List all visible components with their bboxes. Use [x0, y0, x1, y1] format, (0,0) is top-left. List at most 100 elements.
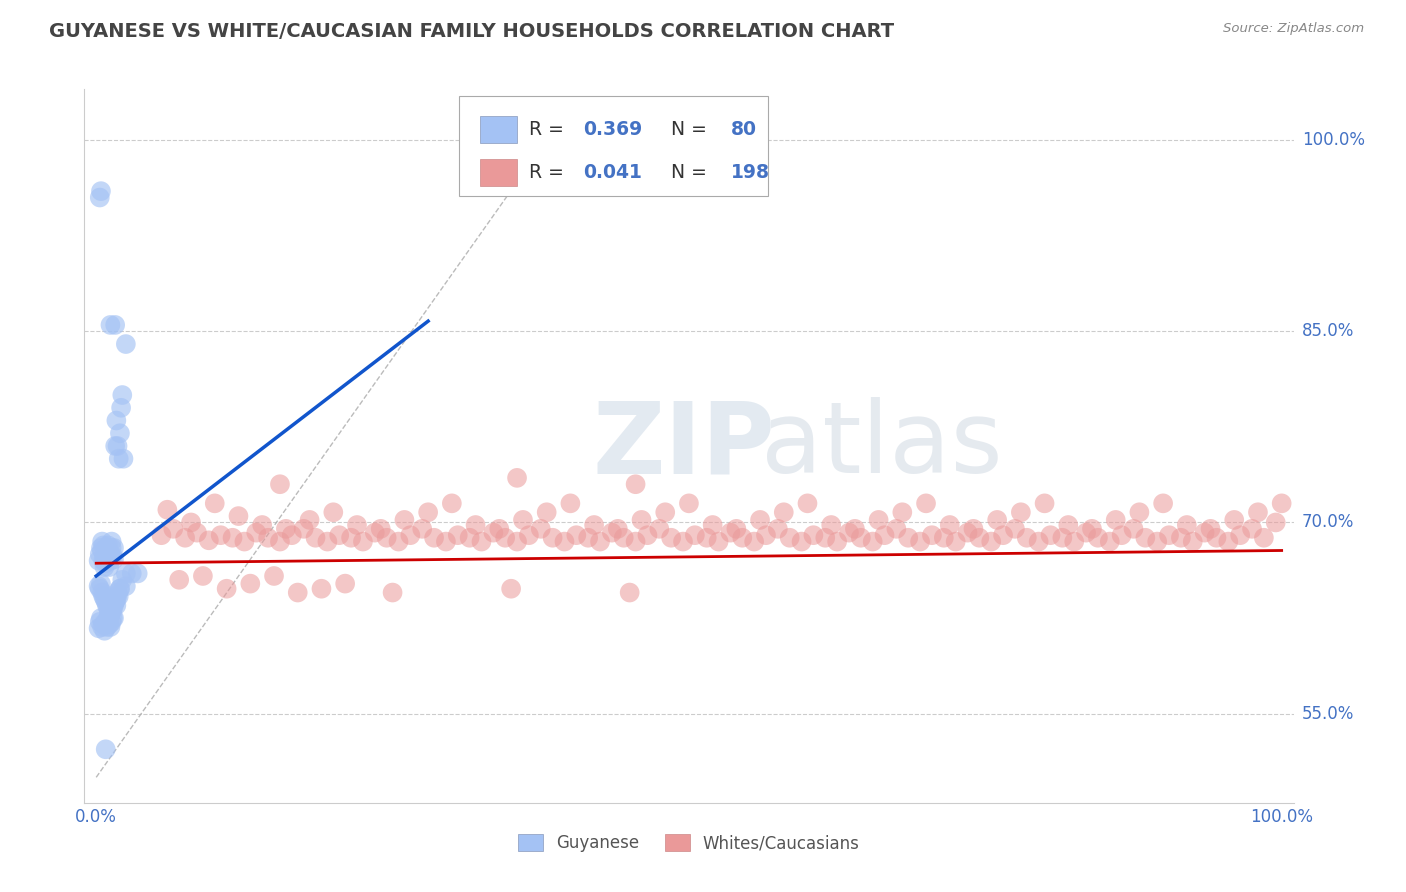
Point: [103, 611, 125, 625]
Point: [100, 534, 122, 549]
Point: [619, 585, 641, 599]
Point: [107, 585, 129, 599]
Point: [112, 451, 135, 466]
Point: [814, 531, 837, 545]
Point: [986, 513, 1008, 527]
Point: [93, 591, 115, 606]
Text: R =: R =: [529, 120, 569, 139]
Point: [553, 534, 575, 549]
Point: [844, 522, 866, 536]
Point: [121, 566, 143, 581]
Point: [565, 528, 588, 542]
Point: [287, 585, 309, 599]
Point: [101, 611, 124, 625]
Point: [100, 554, 122, 568]
Point: [91, 590, 114, 604]
Point: [87, 579, 110, 593]
Point: [470, 534, 492, 549]
Point: [94, 615, 117, 629]
Point: [766, 522, 789, 536]
Point: [672, 534, 695, 549]
Point: [488, 522, 510, 536]
Point: [105, 591, 128, 606]
Point: [108, 582, 131, 596]
Point: [89, 547, 111, 561]
Point: [87, 621, 110, 635]
Point: [100, 607, 122, 622]
Point: [696, 531, 718, 545]
Point: [1194, 525, 1216, 540]
Point: [90, 576, 112, 591]
Point: [1057, 518, 1080, 533]
Point: [100, 605, 122, 619]
Point: [1098, 534, 1121, 549]
Point: [298, 513, 321, 527]
Point: [101, 602, 124, 616]
Point: [583, 518, 606, 533]
Point: [89, 582, 111, 596]
Point: [962, 522, 984, 536]
Point: [1033, 496, 1056, 510]
Point: [1135, 531, 1157, 545]
Point: [346, 518, 368, 533]
Point: [93, 624, 115, 638]
Point: [862, 534, 884, 549]
Text: Source: ZipAtlas.com: Source: ZipAtlas.com: [1223, 22, 1364, 36]
Text: 55.0%: 55.0%: [1302, 705, 1354, 723]
Point: [1175, 518, 1198, 533]
Point: [103, 541, 125, 555]
Point: [969, 531, 991, 545]
Point: [1157, 528, 1180, 542]
Point: [96, 547, 118, 561]
Point: [720, 525, 742, 540]
Point: [1028, 534, 1050, 549]
Point: [932, 531, 955, 545]
Point: [755, 528, 778, 542]
Point: [541, 531, 564, 545]
FancyBboxPatch shape: [460, 96, 768, 196]
Point: [96, 541, 118, 555]
Point: [825, 534, 848, 549]
Point: [239, 576, 262, 591]
Text: 70.0%: 70.0%: [1302, 514, 1354, 532]
Point: [624, 534, 647, 549]
Point: [104, 594, 127, 608]
Point: [683, 528, 706, 542]
Point: [908, 534, 931, 549]
Point: [1152, 496, 1174, 510]
Point: [956, 525, 979, 540]
Point: [749, 513, 772, 527]
Text: atlas: atlas: [762, 398, 1002, 494]
Point: [375, 531, 398, 545]
Point: [91, 538, 114, 552]
Point: [101, 549, 124, 563]
Point: [352, 534, 374, 549]
Point: [93, 560, 115, 574]
Text: ZIP: ZIP: [592, 398, 775, 494]
Point: [91, 534, 114, 549]
Point: [281, 528, 304, 542]
Point: [180, 516, 202, 530]
Point: [630, 513, 652, 527]
Point: [100, 318, 122, 332]
Point: [370, 522, 392, 536]
Point: [107, 590, 129, 604]
Point: [381, 585, 404, 599]
Point: [111, 388, 134, 402]
Point: [115, 337, 138, 351]
Point: [1218, 534, 1240, 549]
Point: [654, 505, 676, 519]
Point: [838, 525, 860, 540]
Point: [333, 576, 356, 591]
Point: [100, 541, 122, 555]
Text: 198: 198: [731, 162, 769, 182]
Point: [1015, 531, 1038, 545]
Point: [394, 513, 416, 527]
Point: [108, 582, 131, 596]
Point: [1146, 534, 1168, 549]
Point: [576, 531, 599, 545]
Point: [742, 534, 765, 549]
Point: [245, 525, 267, 540]
Point: [100, 620, 122, 634]
Point: [269, 534, 291, 549]
